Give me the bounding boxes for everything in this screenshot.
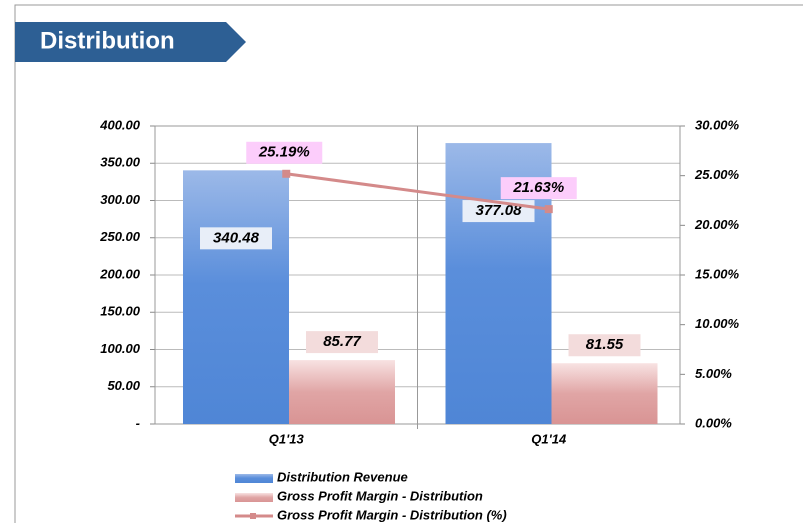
bar (183, 170, 289, 424)
bar (289, 360, 395, 424)
y2-tick-label: 15.00% (695, 266, 740, 281)
data-label-box (306, 331, 378, 354)
frame (14, 4, 803, 523)
line-marker (544, 205, 553, 214)
y2-tick-label: 20.00% (694, 217, 740, 232)
y-tick-label: 300.00 (100, 192, 141, 207)
y-tick-label: 50.00 (107, 378, 140, 393)
y-tick-label: 100.00 (100, 341, 141, 356)
data-label: 340.48 (213, 229, 260, 246)
y2-tick-label: 5.00% (695, 366, 732, 381)
data-label: 25.19% (258, 144, 310, 161)
chart-title: Distribution (40, 27, 175, 54)
x-tick-label: Q1'13 (269, 431, 305, 446)
legend-swatch (235, 493, 273, 502)
y-tick-label: 250.00 (99, 229, 141, 244)
y-tick-label: - (136, 415, 140, 430)
data-label-box (568, 334, 641, 357)
data-label: 85.77 (323, 333, 361, 350)
data-label: 377.08 (476, 202, 523, 219)
y-tick-label: 150.00 (100, 304, 141, 319)
legend-swatch (250, 513, 256, 519)
legend-label: Gross Profit Margin - Distribution (277, 488, 483, 503)
data-label-box (200, 227, 272, 250)
y2-tick-label: 25.00% (694, 167, 740, 182)
line-marker (282, 169, 291, 178)
data-label-box (500, 177, 577, 200)
x-tick-label: Q1'14 (531, 431, 567, 446)
legend-label: Distribution Revenue (277, 469, 408, 484)
bar (551, 363, 658, 424)
data-label-box (246, 141, 323, 164)
legend-swatch (235, 474, 273, 483)
line (286, 172, 549, 211)
y2-tick-label: 0.00% (695, 415, 732, 430)
y-tick-label: 400.00 (99, 117, 141, 132)
legend-label: Gross Profit Margin - Distribution (%) (277, 507, 507, 522)
title-banner (15, 22, 246, 62)
y-tick-label: 350.00 (100, 155, 141, 170)
y2-tick-label: 30.00% (695, 117, 740, 132)
data-label: 21.63% (512, 179, 564, 196)
y2-tick-label: 10.00% (695, 316, 740, 331)
data-label: 81.55 (586, 336, 624, 353)
y-tick-label: 200.00 (99, 266, 141, 281)
